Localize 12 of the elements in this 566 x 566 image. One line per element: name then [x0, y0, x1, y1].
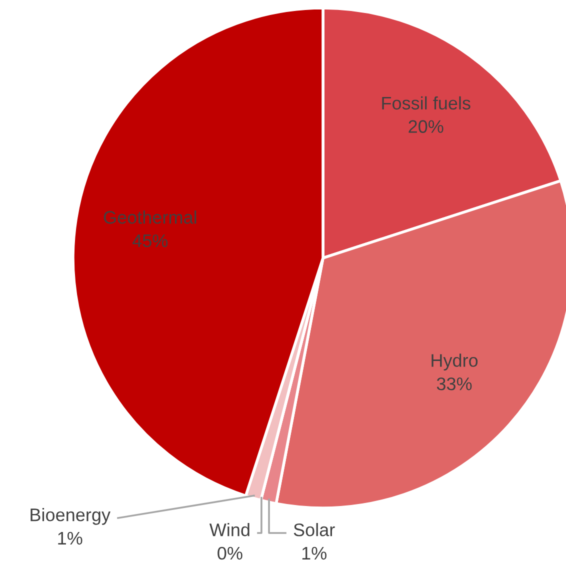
- data-label: 45%: [132, 234, 168, 248]
- data-label: 1%: [58, 532, 82, 545]
- slice-label: Fossil fuels: [382, 96, 470, 110]
- slice-label: Hydro: [432, 354, 478, 370]
- data-label: 1%: [302, 546, 326, 560]
- slice-label: Bioenergy: [30, 508, 110, 525]
- slice-label: Solar: [294, 523, 335, 536]
- text: 0%: [218, 546, 242, 560]
- data-label: 33%: [436, 377, 472, 390]
- data-label: 20%: [408, 120, 444, 133]
- slice-label: Geothermal: [104, 210, 196, 224]
- category-label: Wind: [209, 523, 250, 536]
